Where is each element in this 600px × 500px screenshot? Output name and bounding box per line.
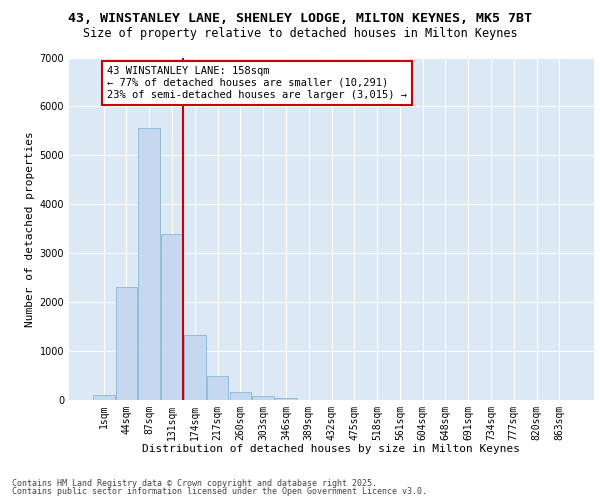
- Text: 43 WINSTANLEY LANE: 158sqm
← 77% of detached houses are smaller (10,291)
23% of : 43 WINSTANLEY LANE: 158sqm ← 77% of deta…: [107, 66, 407, 100]
- Bar: [184, 335, 206, 400]
- Bar: [116, 288, 137, 400]
- Text: Contains public sector information licensed under the Open Government Licence v3: Contains public sector information licen…: [12, 487, 427, 496]
- Text: Contains HM Land Registry data © Crown copyright and database right 2025.: Contains HM Land Registry data © Crown c…: [12, 478, 377, 488]
- Text: 43, WINSTANLEY LANE, SHENLEY LODGE, MILTON KEYNES, MK5 7BT: 43, WINSTANLEY LANE, SHENLEY LODGE, MILT…: [68, 12, 532, 26]
- Bar: [207, 376, 229, 400]
- X-axis label: Distribution of detached houses by size in Milton Keynes: Distribution of detached houses by size …: [143, 444, 521, 454]
- Y-axis label: Number of detached properties: Number of detached properties: [25, 131, 35, 326]
- Bar: [161, 234, 183, 400]
- Bar: [93, 395, 115, 400]
- Bar: [139, 128, 160, 400]
- Text: Size of property relative to detached houses in Milton Keynes: Size of property relative to detached ho…: [83, 28, 517, 40]
- Bar: [230, 392, 251, 400]
- Bar: [275, 398, 297, 400]
- Bar: [253, 396, 274, 400]
